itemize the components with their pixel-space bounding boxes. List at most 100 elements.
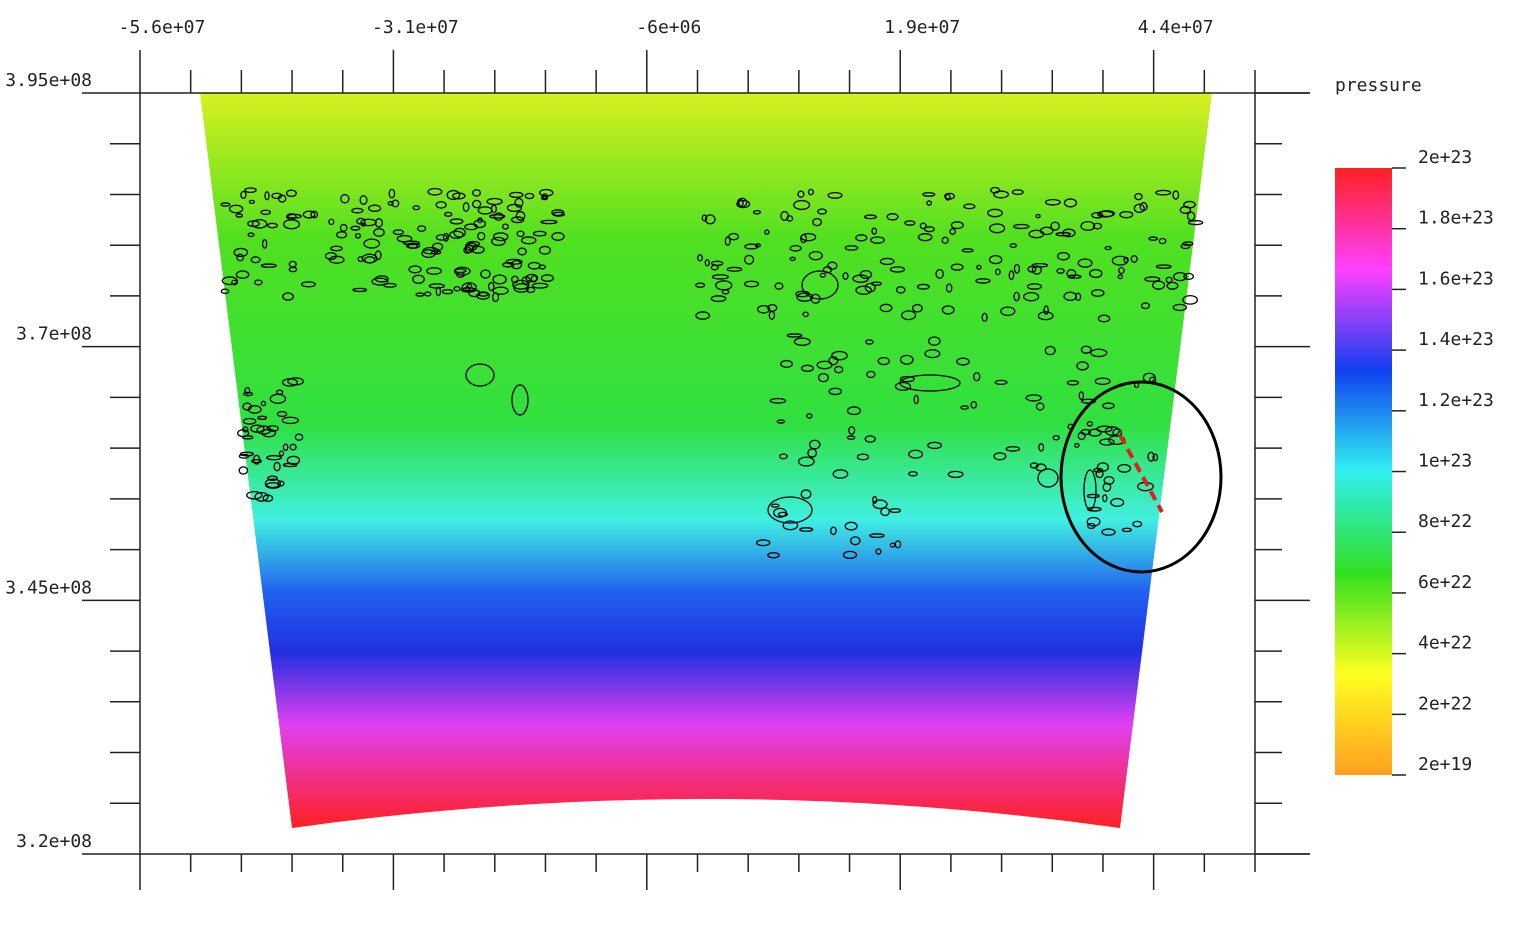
contour	[988, 254, 1003, 265]
contour	[848, 426, 856, 435]
contour	[261, 238, 268, 249]
contour	[340, 193, 350, 204]
contour	[1101, 528, 1116, 536]
contour	[880, 507, 891, 517]
contour	[963, 203, 976, 210]
contour	[351, 207, 364, 214]
contour	[1008, 270, 1015, 281]
contour	[339, 223, 348, 232]
contour	[359, 195, 368, 205]
contour	[254, 491, 269, 502]
contour	[238, 466, 249, 475]
contour	[248, 199, 256, 205]
contour	[446, 189, 461, 201]
contour	[949, 228, 957, 235]
contour	[1037, 311, 1054, 321]
contour	[806, 413, 813, 419]
contour	[1037, 468, 1059, 488]
contour	[864, 339, 874, 345]
contour	[472, 189, 481, 197]
colorbar-tick-label: 4e+22	[1418, 633, 1472, 654]
contour	[264, 191, 270, 201]
contour	[894, 381, 912, 391]
contour	[827, 191, 843, 199]
contour	[869, 533, 885, 538]
contour	[416, 225, 427, 232]
contour	[1013, 263, 1021, 274]
contour	[764, 229, 770, 235]
contour	[1038, 443, 1045, 452]
contour	[1095, 469, 1104, 479]
contour	[844, 521, 858, 531]
y-tick-label: 3.95e+08	[5, 70, 92, 91]
contour	[1011, 189, 1024, 196]
contour	[1062, 228, 1076, 238]
contour	[941, 236, 949, 244]
contour	[426, 267, 443, 275]
contour	[435, 201, 447, 209]
contour	[755, 539, 771, 547]
colorbar-tick-label: 2e+22	[1418, 693, 1472, 714]
contour	[812, 217, 823, 227]
contour	[767, 496, 813, 524]
contour	[917, 233, 933, 242]
contour	[487, 281, 495, 292]
contour	[956, 357, 970, 366]
contour	[1096, 425, 1113, 433]
contour	[237, 429, 250, 438]
contour	[506, 203, 523, 213]
contour	[1110, 497, 1125, 507]
contour	[247, 220, 260, 228]
colorbar-title: pressure	[1335, 75, 1422, 96]
contour	[1077, 258, 1093, 268]
contour	[220, 202, 231, 207]
contour	[220, 288, 230, 295]
contour	[240, 190, 247, 199]
contour	[540, 195, 549, 201]
contour	[490, 236, 506, 246]
contour	[1083, 469, 1097, 511]
contour	[830, 526, 837, 536]
contour	[1155, 264, 1172, 269]
contour	[849, 536, 861, 546]
contour	[371, 277, 389, 286]
contour	[453, 227, 466, 238]
contours	[220, 186, 1204, 560]
contour	[1091, 211, 1104, 219]
contour	[1086, 493, 1100, 499]
contour	[448, 230, 464, 239]
contour	[743, 254, 755, 265]
contour	[793, 199, 811, 211]
colorbar-tick-label: 1e+23	[1418, 451, 1472, 472]
contour	[1104, 245, 1112, 251]
contour	[352, 287, 368, 293]
contour	[1023, 291, 1040, 302]
contour	[975, 278, 991, 284]
contour	[1076, 361, 1089, 371]
contour	[266, 425, 280, 432]
contour	[817, 372, 829, 383]
contour	[524, 192, 535, 200]
contour	[374, 218, 384, 228]
colorbar-tick-label: 1.4e+23	[1418, 329, 1494, 350]
contour	[1052, 434, 1060, 441]
contour	[360, 218, 377, 227]
contour	[387, 201, 394, 206]
contour	[244, 387, 251, 395]
contour	[994, 379, 1008, 386]
contour	[1078, 391, 1085, 401]
contour	[300, 281, 316, 288]
contour	[695, 282, 706, 288]
highlight-circle	[1059, 380, 1223, 574]
contour	[1086, 516, 1101, 527]
contour	[1035, 213, 1041, 219]
contour	[1172, 190, 1180, 200]
contour	[540, 219, 558, 225]
contour	[924, 349, 941, 359]
contour	[1180, 243, 1191, 250]
contour	[756, 304, 771, 314]
contour	[872, 495, 878, 504]
contour	[928, 336, 941, 346]
contour	[695, 311, 711, 320]
contour	[990, 186, 1001, 194]
